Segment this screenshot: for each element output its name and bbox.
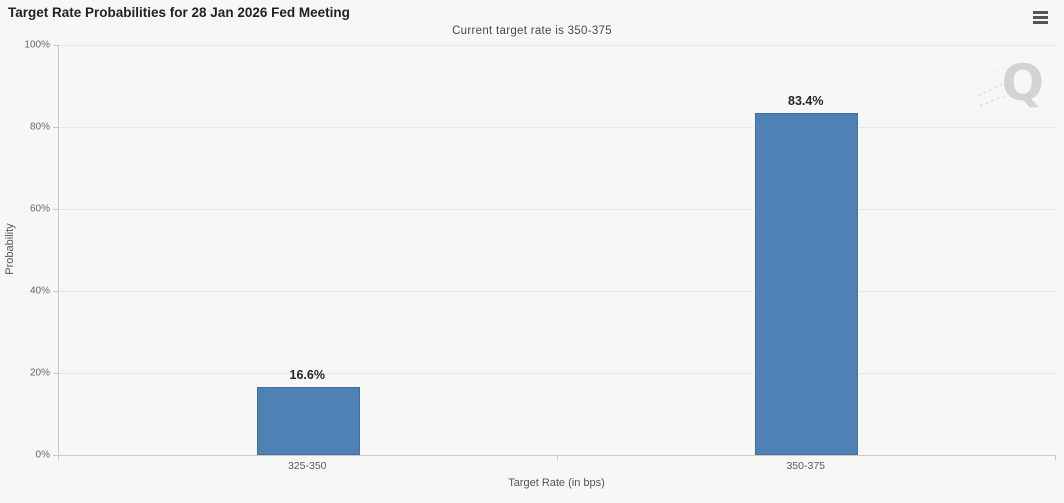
chart-title: Target Rate Probabilities for 28 Jan 202… — [8, 5, 350, 20]
y-tick-mark — [53, 127, 58, 128]
gridline-40% — [59, 291, 1056, 292]
y-axis-title: Probability — [4, 223, 16, 275]
y-tick-label-80%: 80% — [29, 121, 50, 133]
y-tick-mark — [53, 45, 58, 46]
y-tick-mark — [53, 455, 58, 456]
x-tick-mark — [58, 456, 59, 460]
y-tick-label-60%: 60% — [29, 203, 50, 215]
y-tick-label-0%: 0% — [35, 449, 50, 461]
chart-context-menu-button[interactable] — [1028, 6, 1052, 28]
gridline-20% — [59, 373, 1056, 374]
bar-value-label-325-350: 16.6% — [289, 368, 325, 382]
bar-350-375[interactable] — [755, 113, 859, 455]
chart-subtitle: Current target rate is 350-375 — [452, 25, 612, 37]
y-tick-mark — [53, 209, 58, 210]
y-tick-label-20%: 20% — [29, 367, 50, 379]
gridline-100% — [59, 45, 1056, 46]
hamburger-icon — [1032, 9, 1048, 26]
x-axis-title: Target Rate (in bps) — [508, 477, 605, 489]
y-tick-label-40%: 40% — [29, 285, 50, 297]
gridline-60% — [59, 209, 1056, 210]
y-tick-mark — [53, 291, 58, 292]
y-tick-label-100%: 100% — [24, 39, 50, 51]
gridline-80% — [59, 127, 1056, 128]
x-category-label-325-350: 325-350 — [287, 460, 327, 472]
x-category-label-350-375: 350-375 — [786, 460, 826, 472]
bar-value-label-350-375: 83.4% — [788, 94, 824, 108]
plot-area — [58, 45, 1056, 456]
y-tick-mark — [53, 373, 58, 374]
bar-325-350[interactable] — [256, 387, 360, 455]
x-tick-mark — [556, 456, 558, 460]
x-tick-mark — [1055, 456, 1056, 460]
